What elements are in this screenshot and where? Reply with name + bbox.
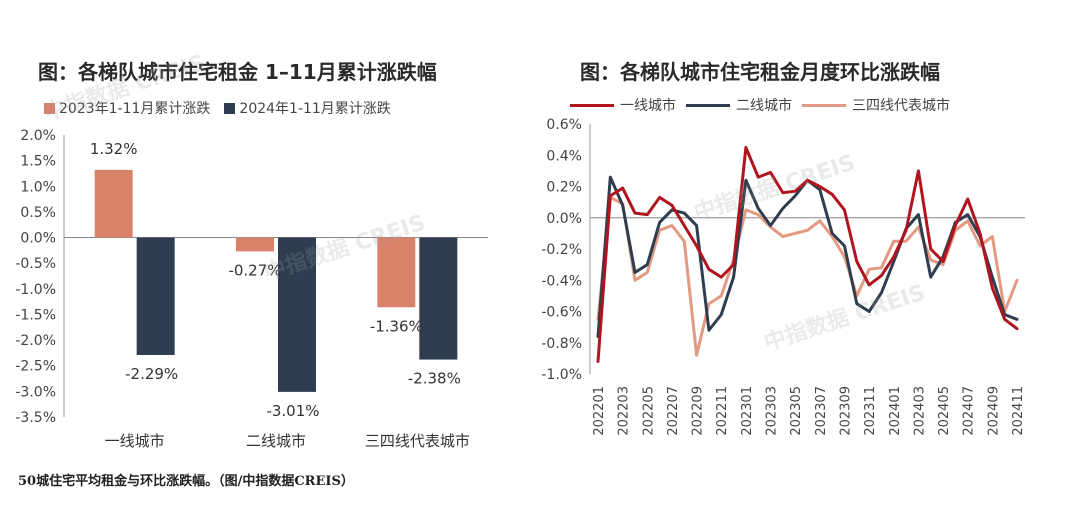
line-chart-legend: 一线城市 二线城市 三四线代表城市 xyxy=(570,95,950,115)
legend-label-2023: 2023年1-11月累计涨跌 xyxy=(59,101,211,117)
bar-y-tick-label: 0.0% xyxy=(20,231,56,247)
line-x-tick-label: 202403 xyxy=(912,386,927,436)
bar-data-label: -2.29% xyxy=(125,365,178,383)
legend-item-tier2: 二线城市 xyxy=(686,95,792,115)
bar-y-tick-label: -3.0% xyxy=(15,384,56,400)
line-y-tick-label: -1.0% xyxy=(541,367,582,383)
bar-data-label: -3.01% xyxy=(266,402,319,420)
legend-swatch-2023 xyxy=(44,102,55,114)
legend-label-tier2: 二线城市 xyxy=(736,98,792,114)
line-x-tick-label: 202303 xyxy=(765,386,780,436)
bar-y-tick-label: 0.5% xyxy=(20,205,56,221)
bar-y-tick-label: -2.5% xyxy=(15,359,56,375)
line-x-tick-label: 202401 xyxy=(888,386,903,436)
bar-2023 xyxy=(94,169,133,238)
bar-y-tick-label: -2.0% xyxy=(15,333,56,349)
bar-data-label: 1.32% xyxy=(90,140,138,158)
bar-y-tick-label: -1.0% xyxy=(15,282,56,298)
line-x-tick-label: 202309 xyxy=(838,386,853,436)
legend-line-tier2 xyxy=(686,103,730,107)
legend-label-tier1: 一线城市 xyxy=(620,98,676,114)
bar-category-label: 三四线代表城市 xyxy=(365,432,470,450)
line-y-tick-label: -0.4% xyxy=(541,273,582,289)
line-x-tick-label: 202209 xyxy=(691,386,706,436)
bar-y-tick-label: -3.5% xyxy=(15,410,56,426)
bar-2023 xyxy=(377,237,416,308)
bar-y-tick-label: 2.0% xyxy=(20,128,56,144)
bar-2024 xyxy=(136,237,175,355)
line-x-tick-label: 202203 xyxy=(617,386,632,436)
line-x-tick-label: 202407 xyxy=(962,386,977,436)
legend-swatch-2024 xyxy=(224,102,236,114)
line-x-tick-label: 202201 xyxy=(592,386,607,436)
bar-data-label: -0.27% xyxy=(228,261,281,279)
bar-data-label: -2.38% xyxy=(408,370,461,388)
legend-line-tier34 xyxy=(802,103,846,107)
bar-2024 xyxy=(419,237,458,360)
right-chart-title: 图：各梯队城市住宅租金月度环比涨跌幅 xyxy=(580,60,940,84)
legend-item-2024: 2024年1-11月累计涨跌 xyxy=(224,98,391,118)
bar-y-tick-label: 1.0% xyxy=(20,179,56,195)
line-y-tick-label: 0.4% xyxy=(546,148,582,164)
line-x-tick-label: 202205 xyxy=(641,386,656,436)
bar-category-label: 一线城市 xyxy=(105,432,165,450)
bar-data-label: -1.36% xyxy=(370,317,423,335)
line-y-tick-label: 0.0% xyxy=(546,211,582,227)
line-y-tick-label: 0.2% xyxy=(546,180,582,196)
bar-category-label: 二线城市 xyxy=(246,432,306,450)
legend-label-tier34: 三四线代表城市 xyxy=(852,98,950,114)
legend-item-tier1: 一线城市 xyxy=(570,95,676,115)
bar-2024 xyxy=(278,237,316,392)
bar-y-tick-label: -1.5% xyxy=(15,307,56,323)
bar-chart-legend: 2023年1-11月累计涨跌 2024年1-11月累计涨跌 xyxy=(44,98,391,118)
line-y-tick-label: -0.6% xyxy=(541,305,582,321)
line-x-tick-label: 202405 xyxy=(937,386,952,436)
legend-item-tier34: 三四线代表城市 xyxy=(802,95,950,115)
line-x-tick-label: 202311 xyxy=(863,386,878,436)
line-y-tick-label: -0.2% xyxy=(541,242,582,258)
bar-y-tick-label: 1.5% xyxy=(20,154,56,170)
bar-chart: 2.0% 1.5% 1.0% 0.5% 0.0% -0.5% -1.0% -1.5% -2.0%… xyxy=(15,128,488,450)
left-chart-title: 图：各梯队城市住宅租金 1–11月累计涨跌幅 xyxy=(38,60,437,84)
line-chart: 0.6% 0.4% 0.2% 0.0% -0.2% -0.4% -0.6% -0.8% -1.0… xyxy=(541,117,1026,436)
legend-item-2023: 2023年1-11月累计涨跌 xyxy=(44,98,210,118)
line-x-tick-label: 202411 xyxy=(1011,386,1026,436)
line-y-tick-label: -0.8% xyxy=(541,336,582,352)
line-y-tick-label: 0.6% xyxy=(546,117,582,133)
line-x-tick-label: 202305 xyxy=(789,386,804,436)
bar-2023 xyxy=(236,237,274,252)
line-x-tick-label: 202409 xyxy=(986,386,1001,436)
figure-caption: 50城住宅平均租金与环比涨跌幅。（图/中指数据CREIS） xyxy=(18,474,354,489)
legend-label-2024: 2024年1-11月累计涨跌 xyxy=(239,101,391,117)
bar-y-tick-label: -0.5% xyxy=(15,256,56,272)
legend-line-tier1 xyxy=(570,103,614,107)
line-x-tick-label: 202307 xyxy=(814,386,829,436)
line-x-tick-label: 202207 xyxy=(666,386,681,436)
line-x-tick-label: 202211 xyxy=(715,386,730,436)
line-x-tick-label: 202301 xyxy=(740,386,755,436)
series-line-tier1 xyxy=(596,145,1019,363)
series-line-tier2 xyxy=(596,175,1019,338)
